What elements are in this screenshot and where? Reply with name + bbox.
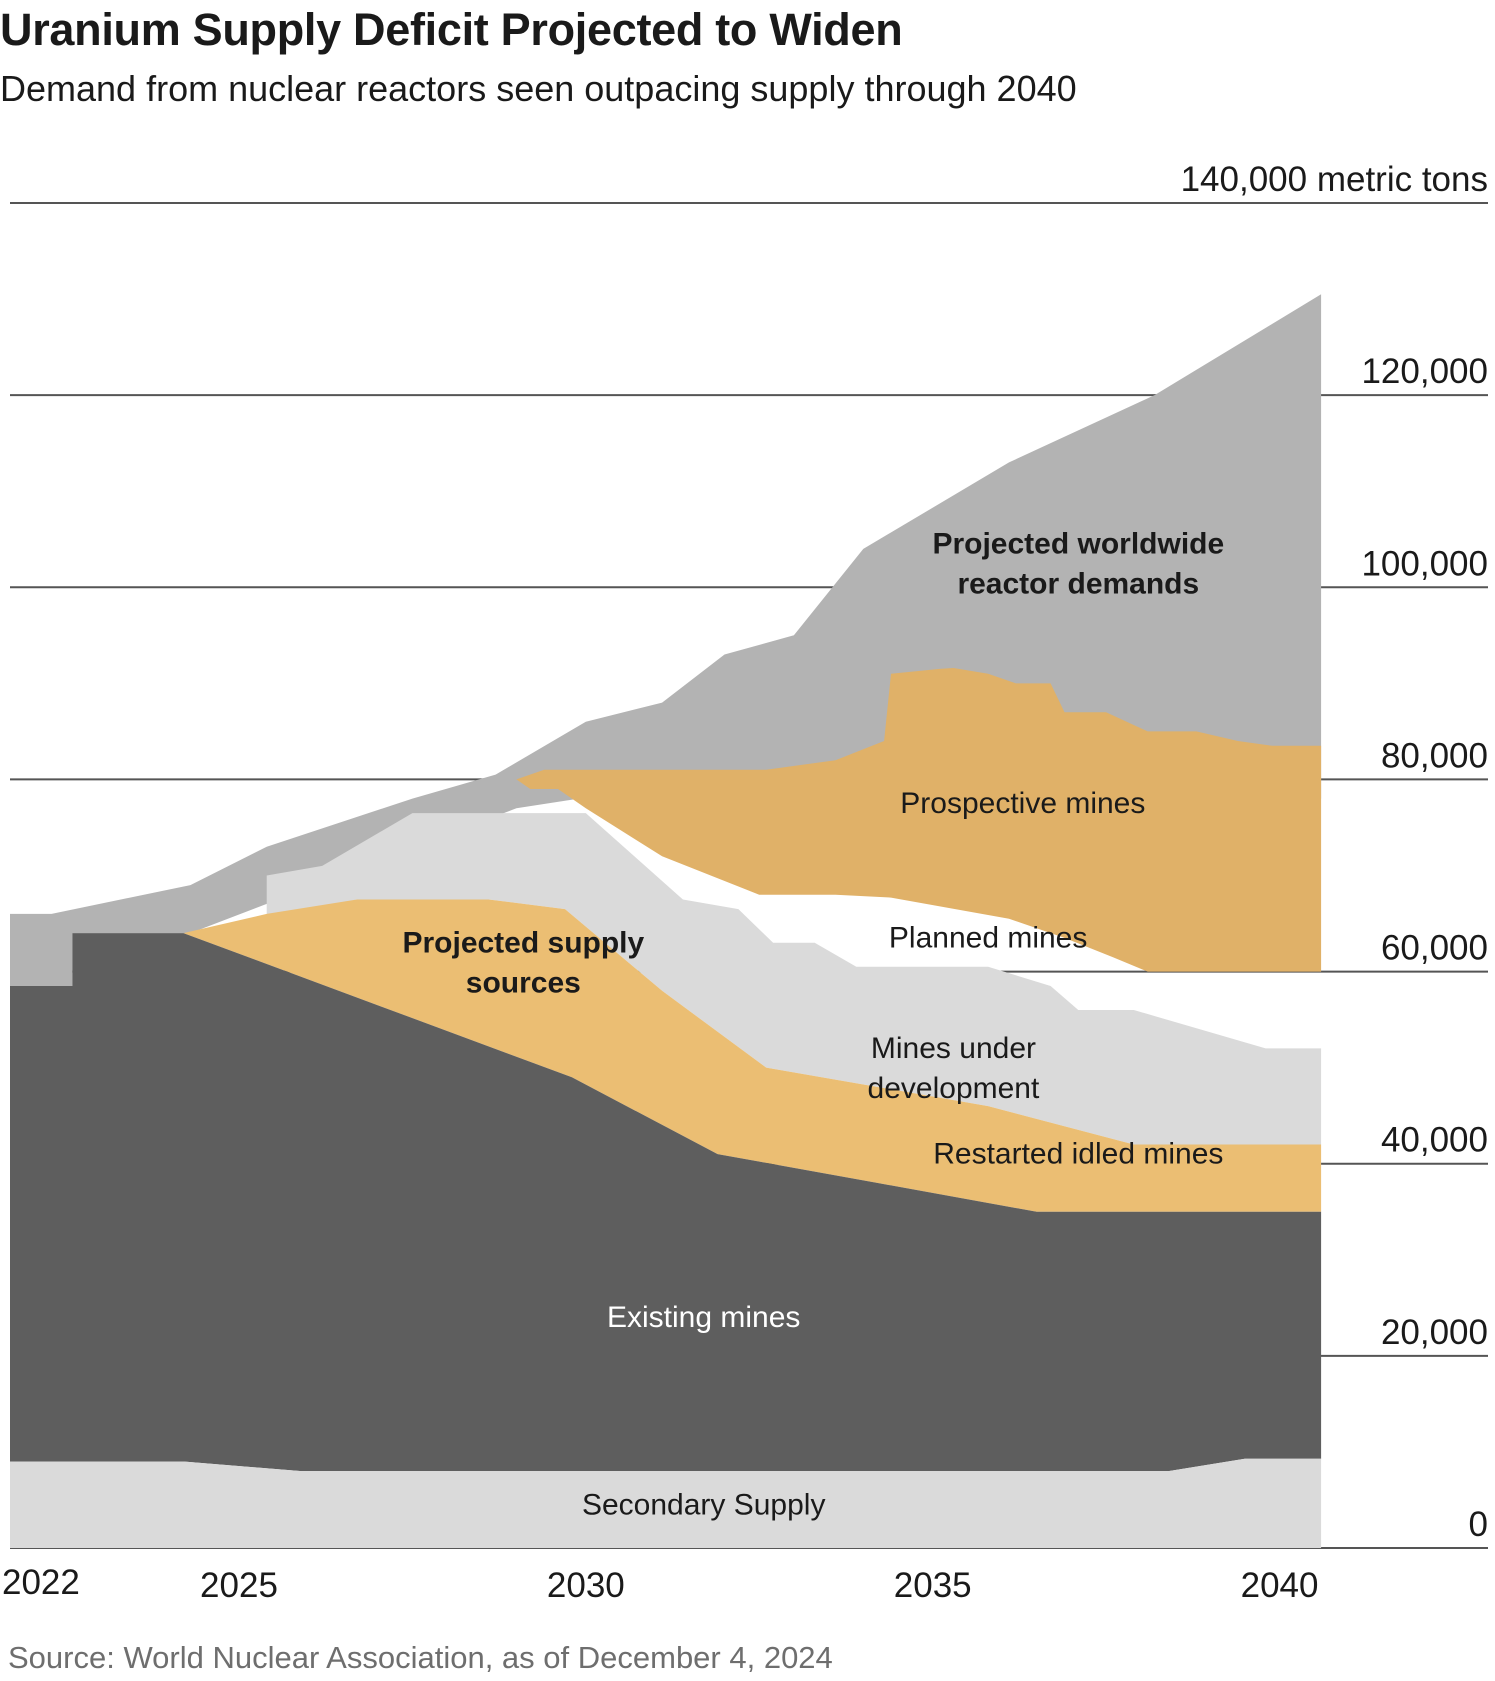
- chart-areas: [10, 294, 1322, 1548]
- area-projected-worldwide-reactor-demands: [10, 294, 1322, 986]
- area-mines-under-development: [266, 813, 1322, 1145]
- area-prospective-mines: [516, 668, 1322, 972]
- area-chart: 0 20,000 40,000 60,000 80,000 100,000 120,000 1…: [2, 160, 1488, 1605]
- annotation-planned-mines: Planned mines: [889, 922, 1087, 955]
- area-restarted-idled-mines: [183, 899, 1322, 1212]
- source-note: Source: World Nuclear Association, as of…: [8, 1640, 833, 1675]
- y-tick-label: 0: [1469, 1505, 1488, 1544]
- annotation-restarted-idled-mines: Restarted idled mines: [933, 1138, 1223, 1171]
- annotation-secondary-supply: Secondary Supply: [582, 1488, 826, 1521]
- x-tick-label: 2035: [894, 1566, 972, 1605]
- x-tick-label: 2022: [2, 1563, 80, 1602]
- area-secondary-supply: [10, 1458, 1322, 1548]
- y-tick-label: 140,000 metric tons: [1181, 160, 1488, 199]
- x-tick-label: 2025: [200, 1566, 278, 1605]
- y-axis-ticks: 0 20,000 40,000 60,000 80,000 100,000 120,000 1…: [1181, 160, 1488, 1544]
- x-axis-ticks: 2022 2025 2030 2035 2040: [2, 1563, 1319, 1605]
- annotation-mines-under-development: Mines under development: [868, 1032, 1040, 1105]
- annotation-projected-worldwide-reactor-demands: Projected worldwide reactor demands: [932, 528, 1224, 601]
- y-tick-label: 120,000: [1361, 352, 1488, 391]
- chart-subtitle: Demand from nuclear reactors seen outpac…: [0, 68, 1077, 109]
- annotation-existing-mines: Existing mines: [607, 1301, 800, 1334]
- y-tick-label: 40,000: [1381, 1121, 1488, 1160]
- y-tick-label: 60,000: [1381, 929, 1488, 968]
- chart-annotations: Projected worldwide reactor demands Prospe…: [402, 528, 1224, 1522]
- x-tick-label: 2040: [1241, 1566, 1319, 1605]
- y-tick-label: 80,000: [1381, 736, 1488, 775]
- y-tick-label: 20,000: [1381, 1313, 1488, 1352]
- x-tick-label: 2030: [547, 1566, 625, 1605]
- area-existing-mines: [10, 933, 1322, 1472]
- annotation-prospective-mines: Prospective mines: [900, 787, 1145, 820]
- chart-title: Uranium Supply Deficit Projected to Wide…: [0, 4, 903, 55]
- y-tick-label: 100,000: [1361, 544, 1488, 583]
- annotation-projected-supply-sources: Projected supply sources: [402, 926, 644, 999]
